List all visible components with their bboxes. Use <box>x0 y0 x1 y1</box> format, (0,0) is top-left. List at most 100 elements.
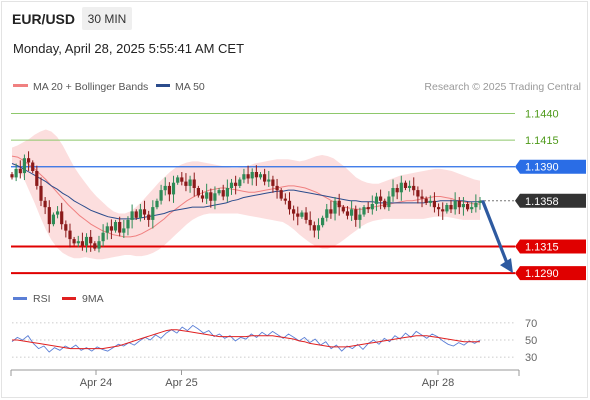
candle-body <box>428 200 432 203</box>
candle-body <box>374 196 379 204</box>
candle-body <box>101 232 105 242</box>
candle-body <box>134 211 138 218</box>
level-tag-1.1390 <box>515 159 586 174</box>
candle-body <box>39 185 43 201</box>
candle-body <box>159 190 163 201</box>
candle-body <box>412 185 416 191</box>
ma50-legend-label: MA 50 <box>175 81 205 93</box>
level-label-1.1358: 1.1358 <box>525 196 559 208</box>
candle-body <box>321 217 325 226</box>
candle-body <box>167 185 171 195</box>
candle-body <box>22 158 26 174</box>
candle-body <box>424 198 428 203</box>
candle-body <box>200 195 205 199</box>
candle-body <box>43 200 47 208</box>
time-tick-label: Apr 24 <box>80 377 112 389</box>
candle-body <box>271 179 275 186</box>
level-label-1.1290: 1.1290 <box>525 268 559 280</box>
candle-body <box>56 211 60 215</box>
candle-body <box>391 188 395 197</box>
rsi-tick-50: 50 <box>525 335 537 347</box>
ma20-legend-swatch <box>13 84 28 87</box>
candle-body <box>51 214 55 225</box>
candle-body <box>184 181 188 186</box>
candle-body <box>379 196 383 201</box>
candle-body <box>60 211 64 225</box>
candle-body <box>47 207 51 225</box>
candle-body <box>408 185 412 188</box>
candle-body <box>474 202 478 208</box>
candle-body <box>64 224 68 231</box>
ma20-legend-label: MA 20 + Bollinger Bands <box>33 81 148 93</box>
candle-body <box>84 236 89 246</box>
candle-body <box>180 177 184 182</box>
candle-body <box>354 209 358 220</box>
candle-body <box>138 209 142 218</box>
candle-body <box>383 200 387 208</box>
candle-body <box>14 168 18 178</box>
candle-body <box>296 213 300 217</box>
candle-body <box>221 190 225 197</box>
candle-body <box>420 196 424 199</box>
time-tick-label: Apr 25 <box>165 377 197 389</box>
candle-body <box>35 171 39 186</box>
candle-body <box>304 212 308 220</box>
time-tick-label: Apr 28 <box>422 377 454 389</box>
candle-body <box>10 174 14 178</box>
candle-body <box>453 200 457 210</box>
candle-body <box>437 207 441 210</box>
candle-body <box>80 241 84 246</box>
rsi-ma-legend-swatch <box>62 297 76 300</box>
candle-body <box>18 168 22 174</box>
candle-body <box>466 204 470 210</box>
candle-body <box>229 182 234 188</box>
level-tag-1.1290 <box>515 266 586 281</box>
candle-body <box>316 225 321 231</box>
candle-body <box>93 243 97 249</box>
research-credit: Research © 2025 Trading Central <box>424 81 581 93</box>
candle-body <box>308 219 312 226</box>
candle-body <box>213 193 217 201</box>
candle-body <box>225 188 229 197</box>
rsi-tick-70: 70 <box>525 318 537 330</box>
candle-body <box>461 204 465 208</box>
candle-body <box>89 236 93 244</box>
candle-body <box>76 241 80 244</box>
candle-body <box>209 192 213 201</box>
rsi-line <box>11 324 481 353</box>
symbol-title[interactable]: EUR/USD <box>12 11 76 27</box>
candle-body <box>163 185 167 191</box>
candle-body <box>283 198 287 201</box>
candle-body <box>109 226 113 231</box>
level-tag-1.1358 <box>515 193 586 208</box>
candle-body <box>234 182 238 186</box>
candle-body <box>337 200 341 208</box>
candle-body <box>362 207 366 215</box>
candle-body <box>329 209 333 214</box>
candle-body <box>246 174 250 179</box>
candle-body <box>130 211 134 220</box>
candle-body <box>333 200 337 214</box>
chart-datetime: Monday, April 28, 2025 5:55:41 AM CET <box>13 41 245 56</box>
candle-body <box>250 172 254 179</box>
candle-body <box>238 179 242 186</box>
candle-body <box>105 226 109 233</box>
candle-body <box>155 200 159 208</box>
ma20-line <box>11 155 480 238</box>
candle-body <box>345 211 350 216</box>
candle-body <box>171 182 176 195</box>
rsi-legend-label: RSI <box>33 293 51 305</box>
candle-body <box>118 222 122 233</box>
candle-body <box>457 200 461 208</box>
candle-body <box>196 188 200 196</box>
candle-body <box>192 179 196 188</box>
level-label-1.1415: 1.1415 <box>525 135 559 147</box>
candle-body <box>399 182 403 193</box>
candle-body <box>176 177 180 183</box>
candle-body <box>275 185 279 191</box>
timeframe-badge[interactable]: 30 MIN <box>82 7 132 30</box>
rsi-tick-30: 30 <box>525 352 537 364</box>
candle-body <box>263 174 267 182</box>
candle-body <box>113 222 118 231</box>
candle-body <box>432 200 436 208</box>
